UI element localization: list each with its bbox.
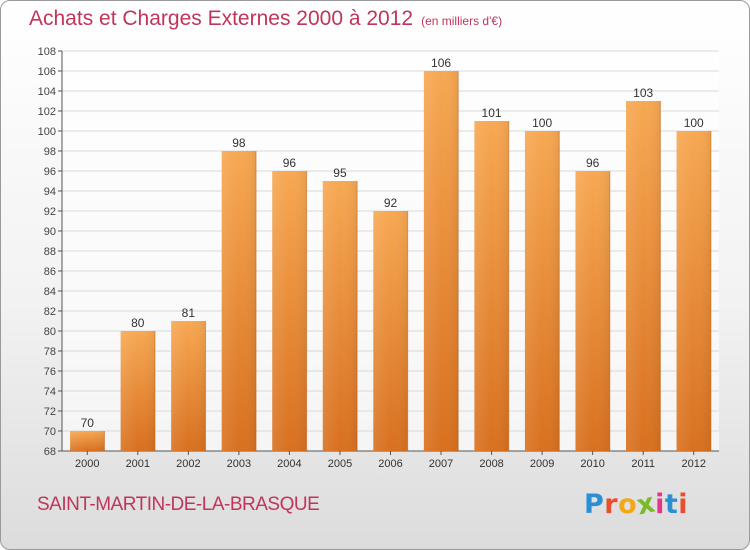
bar-shade <box>70 431 105 451</box>
logo-letter: i <box>655 489 665 520</box>
bar-shade <box>626 101 661 451</box>
bar-value-label: 106 <box>431 56 451 70</box>
y-tick-label: 104 <box>38 86 56 98</box>
y-tick-label: 72 <box>44 406 56 418</box>
x-tick-label: 2006 <box>378 458 402 470</box>
x-tick-label: 2008 <box>479 458 503 470</box>
bar-value-label: 100 <box>532 116 552 130</box>
bar-shade <box>373 211 408 451</box>
y-tick-label: 74 <box>44 386 56 398</box>
y-tick-label: 94 <box>44 186 56 198</box>
x-tick-label: 2000 <box>75 458 99 470</box>
bar-value-label: 80 <box>131 316 145 330</box>
logo-letter: P <box>584 489 605 520</box>
x-tick-label: 2011 <box>631 458 655 470</box>
bar-value-label: 96 <box>283 156 297 170</box>
y-tick-label: 80 <box>44 326 56 338</box>
bar-shade <box>524 131 560 451</box>
x-tick-label: 2010 <box>580 458 604 470</box>
bar-value-label: 100 <box>684 116 704 130</box>
bar-shade <box>171 321 206 451</box>
bar-shade <box>322 181 358 451</box>
y-tick-label: 98 <box>44 146 56 158</box>
bar-value-label: 103 <box>633 86 653 100</box>
bar-shade <box>676 131 711 451</box>
x-tick-label: 2009 <box>530 458 554 470</box>
x-tick-label: 2005 <box>328 458 352 470</box>
y-tick-label: 96 <box>44 166 56 178</box>
x-tick-label: 2003 <box>227 458 251 470</box>
x-tick-label: 2004 <box>277 458 301 470</box>
y-tick-label: 92 <box>44 206 56 218</box>
bar-value-label: 81 <box>182 306 196 320</box>
logo-letter: o <box>618 489 638 520</box>
y-tick-label: 78 <box>44 346 56 358</box>
bar-shade <box>474 121 509 451</box>
y-tick-label: 86 <box>44 266 56 278</box>
x-tick-label: 2007 <box>429 458 453 470</box>
bar-shade <box>120 331 155 451</box>
y-tick-label: 68 <box>44 446 56 458</box>
bar-shade <box>272 171 307 451</box>
y-tick-label: 84 <box>44 286 56 298</box>
y-tick-label: 70 <box>44 426 56 438</box>
bar-shade <box>423 71 459 451</box>
bar-value-label: 101 <box>482 106 502 120</box>
y-tick-label: 90 <box>44 226 56 238</box>
x-tick-label: 2001 <box>126 458 150 470</box>
commune-name: SAINT-MARTIN-DE-LA-BRASQUE <box>37 494 320 515</box>
chart-title-block: Achats et Charges Externes 2000 à 2012 (e… <box>29 7 502 31</box>
chart-subtitle: (en milliers d'€) <box>421 14 503 28</box>
y-tick-label: 88 <box>44 246 56 258</box>
y-tick-label: 82 <box>44 306 56 318</box>
logo-letter: r <box>604 489 619 520</box>
bar-shade <box>221 151 257 451</box>
bar-value-label: 70 <box>81 416 95 430</box>
y-tick-label: 106 <box>38 66 56 78</box>
logo-letter: i <box>678 489 689 520</box>
bar-value-label: 95 <box>333 166 347 180</box>
x-tick-label: 2002 <box>176 458 200 470</box>
bar-value-label: 96 <box>586 156 600 170</box>
proxiti-logo: Proxiti <box>584 487 689 521</box>
y-tick-label: 100 <box>38 126 56 138</box>
bar-value-label: 92 <box>384 196 398 210</box>
logo-letter: t <box>664 489 679 520</box>
bar-shade <box>575 171 610 451</box>
x-tick-label: 2012 <box>681 458 705 470</box>
chart-title: Achats et Charges Externes 2000 à 2012 <box>29 7 414 30</box>
y-tick-label: 102 <box>38 106 56 118</box>
y-tick-label: 108 <box>38 46 56 58</box>
y-tick-label: 76 <box>44 366 56 378</box>
bar-value-label: 98 <box>232 136 246 150</box>
